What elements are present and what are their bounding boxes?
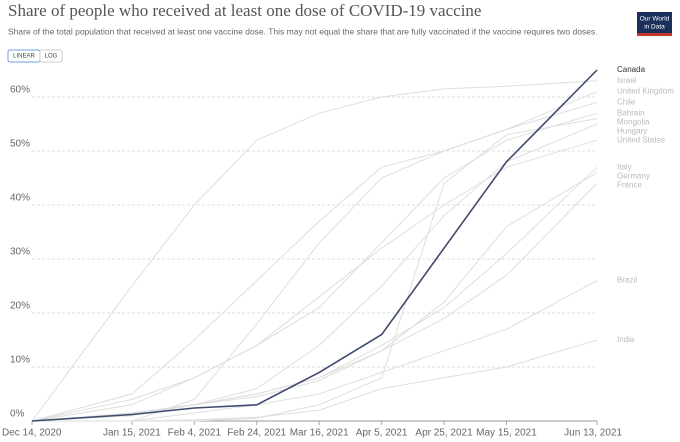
logo-stripe	[637, 33, 672, 36]
log-button[interactable]	[39, 49, 63, 63]
series-line	[31, 183, 598, 422]
y-tick-label: 10%	[10, 355, 30, 366]
series-line	[31, 123, 598, 422]
series-line	[32, 339, 598, 422]
series-label: United Kingdom	[617, 87, 674, 96]
x-tick-label: Jun 13, 2021	[564, 428, 622, 439]
series-line	[31, 172, 598, 422]
series-line	[32, 280, 598, 422]
linear-button-label[interactable]: LINEAR	[13, 54, 35, 60]
logo[interactable]	[637, 12, 672, 36]
log-button-label[interactable]: LOG	[45, 54, 58, 60]
series-label: Israel	[617, 76, 637, 85]
series-line	[31, 80, 598, 422]
x-tick-label: Apr 25, 2021	[415, 428, 473, 439]
y-tick-label: 0%	[10, 409, 25, 420]
x-tick-label: May 15, 2021	[476, 428, 537, 439]
series-label: France	[617, 180, 642, 189]
series-label: Canada	[617, 65, 646, 74]
x-tick-label: Feb 24, 2021	[227, 428, 286, 439]
series-label: Italy	[617, 162, 632, 171]
x-tick-label: Jan 15, 2021	[103, 428, 161, 439]
y-tick-label: 50%	[10, 139, 30, 150]
series-label: Hungary	[617, 126, 647, 135]
series-line	[31, 112, 598, 422]
x-tick-label: Dec 14, 2020	[2, 428, 62, 439]
series-label: India	[617, 335, 635, 344]
logo-text[interactable]: in Data	[644, 24, 665, 31]
y-tick-label: 40%	[10, 193, 30, 204]
series-line	[31, 69, 598, 422]
x-tick-label: Feb 4, 2021	[168, 428, 222, 439]
series-line	[32, 101, 598, 422]
x-tick-label: Mar 16, 2021	[290, 428, 349, 439]
chart-subtitle: Share of the total population that recei…	[8, 26, 598, 36]
y-tick-label: 60%	[10, 85, 30, 96]
series-label: United States	[617, 135, 665, 144]
series-label: Mongolia	[617, 117, 650, 126]
x-tick-label: Apr 5, 2021	[356, 428, 408, 439]
logo-text[interactable]: Our World	[640, 16, 670, 23]
series-label: Chile	[617, 98, 636, 107]
chart-title: Share of people who received at least on…	[8, 1, 481, 20]
series-line	[31, 91, 598, 422]
y-tick-label: 30%	[10, 247, 30, 258]
series-label: Germany	[617, 171, 650, 180]
series-label: Brazil	[617, 276, 637, 285]
series-label: Bahrain	[617, 108, 645, 117]
y-tick-label: 20%	[10, 301, 30, 312]
series-line	[31, 139, 598, 422]
